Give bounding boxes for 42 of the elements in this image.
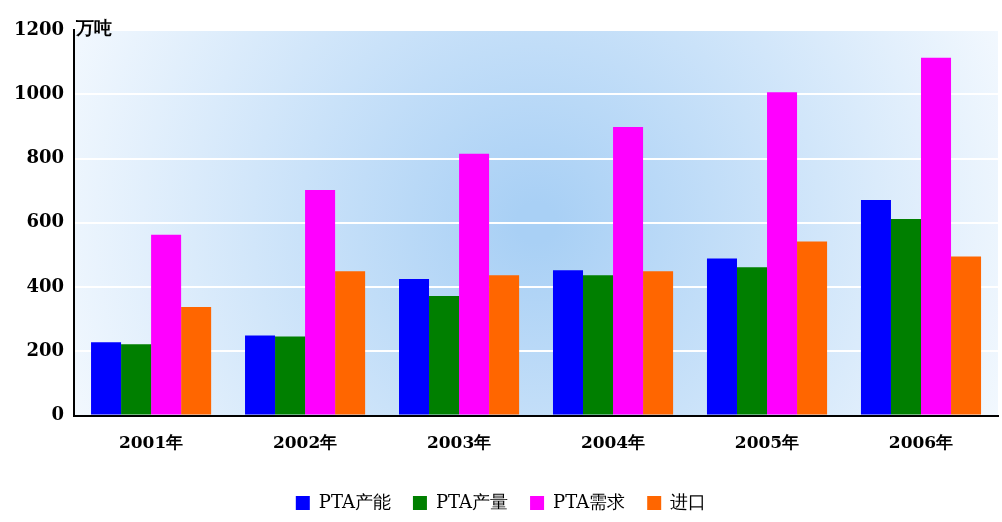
bar: [305, 190, 336, 415]
x-tick-label: 2005年: [734, 432, 800, 453]
bar: [613, 127, 644, 415]
bar: [181, 306, 212, 415]
y-tick-label: 600: [26, 210, 65, 232]
bar: [489, 275, 520, 415]
bar: [583, 275, 614, 415]
y-tick-label: 0: [51, 403, 65, 425]
y-axis-title: 万吨: [75, 16, 113, 38]
bar: [767, 92, 798, 415]
bar: [459, 153, 490, 415]
bar: [151, 234, 182, 415]
x-tick-label: 2001年: [118, 432, 184, 453]
bar: [429, 296, 460, 415]
bar: [121, 344, 152, 415]
bar: [860, 199, 891, 415]
legend-label: PTA需求: [553, 490, 626, 512]
bar: [335, 271, 366, 415]
bar: [797, 241, 828, 415]
legend-label: PTA产量: [435, 490, 509, 512]
x-tick-label: 2002年: [272, 432, 338, 453]
y-tick-label: 200: [26, 339, 65, 361]
y-tick-label: 1000: [13, 81, 65, 103]
bar: [921, 57, 952, 415]
bar: [890, 218, 922, 415]
bar: [706, 258, 737, 415]
bar: [643, 271, 674, 415]
bar: [245, 335, 276, 415]
y-tick-label: 400: [26, 274, 65, 296]
bar: [91, 342, 122, 415]
bar: [737, 267, 768, 415]
x-tick-label: 2003年: [426, 432, 492, 453]
x-tick-label: 2004年: [580, 432, 646, 453]
y-tick-label: 800: [26, 146, 65, 168]
bar: [552, 270, 584, 415]
x-tick-label: 2006年: [888, 432, 954, 453]
legend-label: PTA产能: [318, 490, 391, 512]
bar: [951, 256, 982, 415]
bar: [399, 279, 430, 415]
y-tick-label: 1200: [13, 17, 65, 39]
legend-label: 进口: [670, 490, 707, 512]
bar: [275, 336, 306, 415]
